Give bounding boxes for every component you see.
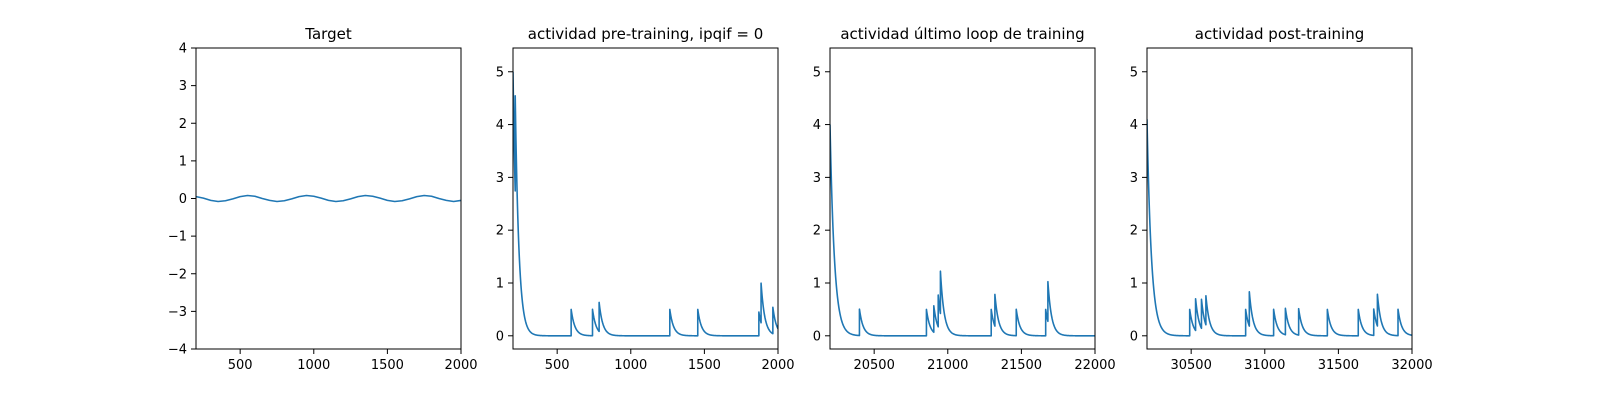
y-tick-label: 5: [813, 65, 821, 80]
y-tick-label: 2: [813, 224, 821, 239]
data-line: [513, 71, 778, 337]
x-tick-label: 32000: [1391, 358, 1432, 373]
x-tick-label: 1000: [297, 358, 330, 373]
x-tick-label: 500: [545, 358, 570, 373]
x-tick-label: 31500: [1318, 358, 1359, 373]
y-tick-label: 0: [179, 192, 187, 207]
chart-title: actividad post-training: [1195, 25, 1364, 43]
y-tick-label: 4: [1130, 118, 1138, 133]
chart-title: actividad pre-training, ipqif = 0: [528, 25, 764, 43]
y-tick-label: 0: [813, 329, 821, 344]
data-line: [830, 124, 1095, 337]
y-tick-label: −1: [168, 230, 187, 245]
axes-frame: [829, 47, 1096, 350]
y-tick-label: 5: [496, 65, 504, 80]
y-tick-label: 3: [179, 79, 187, 94]
y-tick-label: 1: [179, 154, 187, 169]
subplot-3: 20500 21000 21500 22000 0 1 2 3 4 5 actividad últi…: [813, 25, 1116, 373]
y-tick-label: −4: [168, 343, 187, 358]
subplot-1: 500 1000 1500 2000 −4 −3 −2 −1 0 1 2 3 4 Target: [168, 25, 478, 373]
x-tick-label: 2000: [444, 358, 477, 373]
y-tick-label: 3: [496, 171, 504, 186]
y-tick-label: 1: [813, 276, 821, 291]
x-tick-label: 21500: [1001, 358, 1042, 373]
y-tick-label: 4: [179, 42, 187, 57]
axes-frame: [1146, 47, 1413, 350]
x-tick-label: 1000: [614, 358, 647, 373]
x-tick-label: 20500: [853, 358, 894, 373]
y-tick-label: 1: [1130, 276, 1138, 291]
x-tick-label: 21000: [927, 358, 968, 373]
y-tick-label: 2: [1130, 224, 1138, 239]
y-tick-label: 4: [496, 118, 504, 133]
y-tick-label: 3: [1130, 171, 1138, 186]
data-line: [1147, 119, 1412, 337]
y-tick-label: −3: [168, 305, 187, 320]
subplot-4: 30500 31000 31500 32000 0 1 2 3 4 5 actividad post…: [1130, 25, 1433, 373]
y-tick-label: 2: [179, 117, 187, 132]
y-tick-label: 4: [813, 118, 821, 133]
axes-frame: [512, 47, 779, 350]
y-tick-label: 3: [813, 171, 821, 186]
x-tick-label: 31000: [1244, 358, 1285, 373]
x-tick-label: 2000: [761, 358, 794, 373]
data-line: [196, 194, 461, 203]
x-tick-label: 1500: [371, 358, 404, 373]
x-tick-label: 500: [228, 358, 253, 373]
y-tick-label: −2: [168, 267, 187, 282]
subplot-2: 500 1000 1500 2000 0 1 2 3 4 5 actividad pre-train…: [496, 25, 795, 373]
chart-title: actividad último loop de training: [840, 25, 1084, 43]
y-tick-label: 0: [1130, 329, 1138, 344]
x-tick-label: 30500: [1170, 358, 1211, 373]
chart-title: Target: [304, 25, 352, 43]
x-tick-label: 1500: [688, 358, 721, 373]
y-tick-label: 1: [496, 276, 504, 291]
y-tick-label: 0: [496, 329, 504, 344]
y-tick-label: 2: [496, 224, 504, 239]
y-tick-label: 5: [1130, 65, 1138, 80]
x-tick-label: 22000: [1074, 358, 1115, 373]
